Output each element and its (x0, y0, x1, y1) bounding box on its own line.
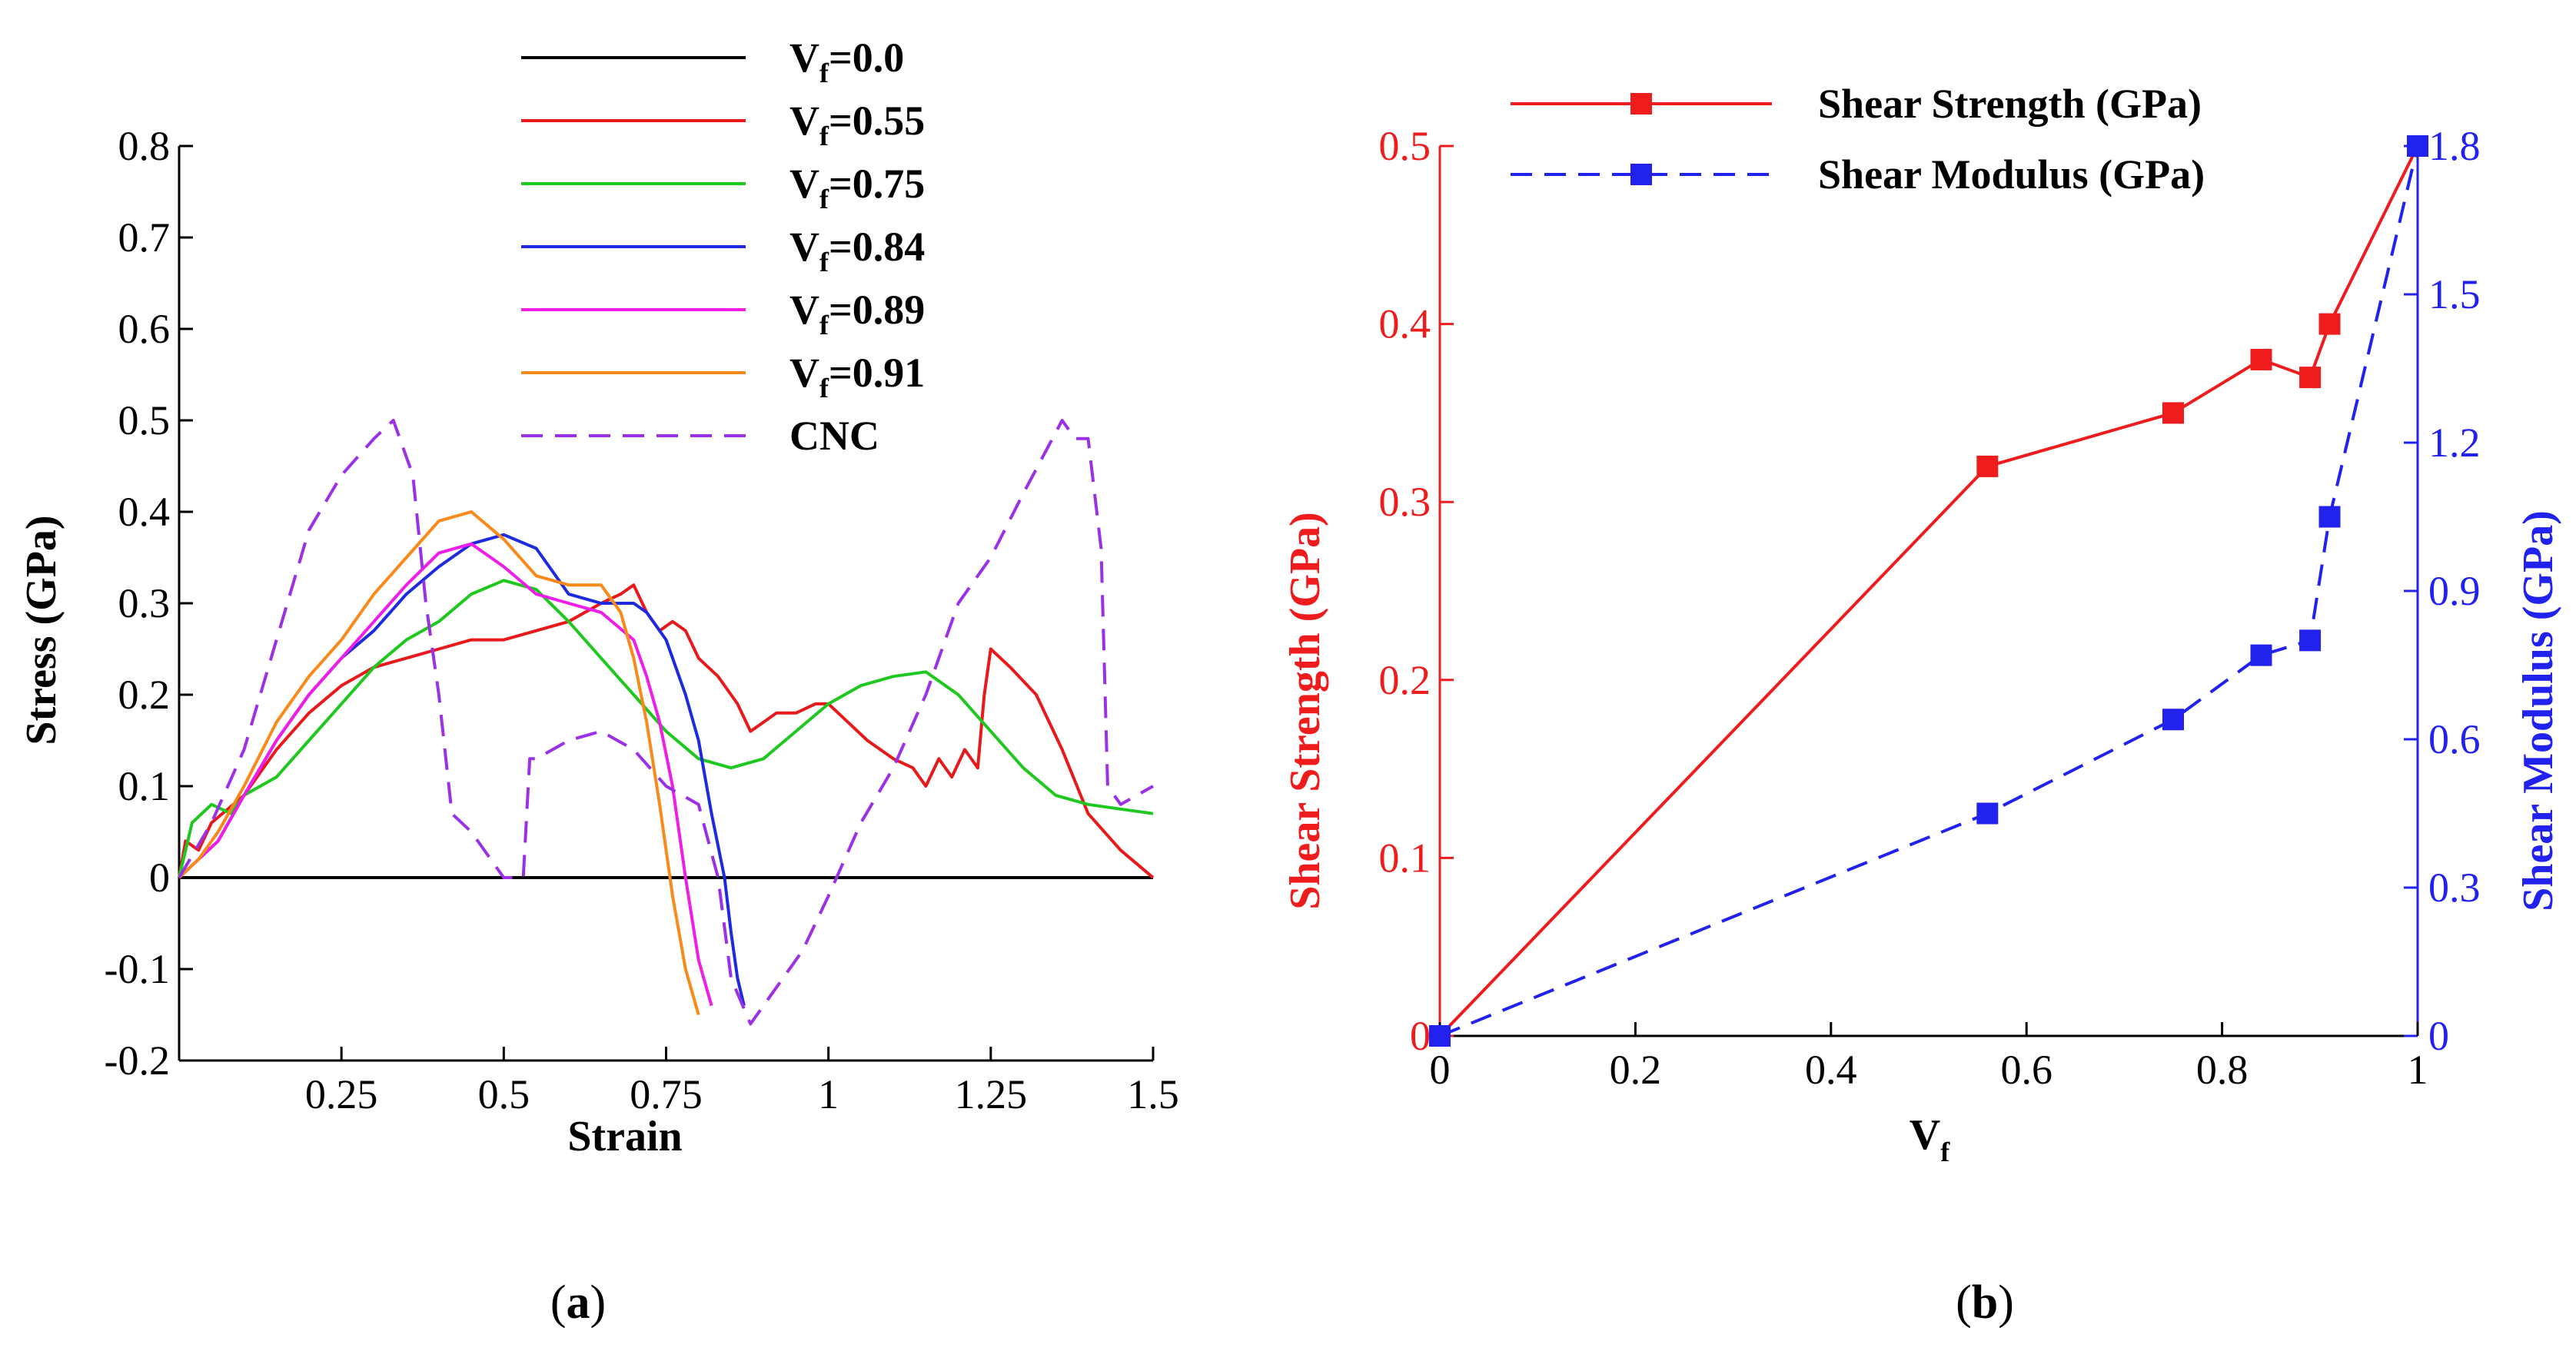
panel-a-series-group (178, 419, 1155, 1026)
panel-b-series-line-shear-strength-gpa (1438, 145, 2419, 1037)
panel-b-right-tick-label: 1.5 (2428, 271, 2481, 317)
panel-b-x-tick-label: 0.4 (1805, 1047, 1857, 1093)
panel-a-y-tick-label: -0.2 (105, 1037, 170, 1084)
panel-a-y-tick-label: 0.5 (118, 397, 171, 443)
panel-a-series-line-vf-0-84 (178, 533, 746, 1007)
panel-b-point-marker-shear-modulus-gpa (2407, 135, 2428, 157)
panel-a-y-tick-label: 0.3 (118, 580, 171, 626)
panel-a-legend: Vf=0.0 Vf=0.55 Vf=0.75 Vf=0.84 Vf=0.89 Vf=0.9… (521, 35, 925, 459)
panel-b-right-tick-label: 0 (2428, 1013, 2449, 1059)
panel-b-legend: Shear Strength (GPa) Shear Modulus (GPa) (1511, 81, 2205, 198)
panel-b-right-tick-label: 1.8 (2428, 123, 2481, 169)
panel-b-right-tick-label: 0.3 (2428, 865, 2481, 911)
panel-b-xlabel: Vf (1910, 1111, 1950, 1167)
panel-b-legend-marker-shear-modulus-gpa (1630, 164, 1652, 185)
panel-a-series-line-vf-0-75 (178, 579, 1154, 878)
panel-b-left-tick-label: 0.2 (1379, 657, 1431, 703)
panel-b-right-ylabel: Shear Modulus (GPa) (2515, 510, 2562, 911)
panel-b-shear-chart: 0 0.1 0.2 0.3 0.4 0.5 0 0.3 0.6 0.9 1.2 1.5 1.8 0 0.2 0… (1281, 81, 2562, 1329)
panel-a-ylabel: Stress (GPa) (18, 515, 65, 745)
panel-a-label: (a) (550, 1276, 606, 1329)
panel-a-x-tick-label: 1.5 (1127, 1071, 1179, 1117)
panel-a-stress-strain-chart: -0.2 -0.1 0 0.1 0.2 0.3 0.4 0.5 0.6 0.7 0.8 0.25 0.5… (18, 35, 1179, 1329)
panel-b-legend-label-shear-modulus-gpa: Shear Modulus (GPa) (1818, 151, 2205, 198)
panel-b-series-line-shear-modulus-gpa (1439, 145, 2419, 1037)
panel-a-y-tick-label: -0.1 (105, 946, 170, 992)
panel-b-left-tick-label: 0.1 (1379, 835, 1431, 881)
panel-a-y-tick-label: 0.7 (118, 214, 171, 261)
panel-b-point-marker-shear-strength-gpa (2299, 367, 2322, 389)
panel-b-x-tick-label: 0.2 (1610, 1047, 1662, 1093)
panel-b-left-ylabel: Shear Strength (GPa) (1281, 512, 1329, 909)
panel-a-axes: -0.2 -0.1 0 0.1 0.2 0.3 0.4 0.5 0.6 0.7 0.8 0.25 0.5… (105, 123, 1179, 1117)
panel-b-legend-label-shear-strength-gpa: Shear Strength (GPa) (1818, 81, 2202, 127)
panel-a-x-tick-label: 1 (818, 1071, 839, 1117)
panel-b-point-marker-shear-strength-gpa (2250, 348, 2272, 370)
panel-a-series-line-vf-0-89 (178, 542, 713, 1007)
panel-a-y-tick-label: 0.1 (118, 763, 171, 809)
panel-b-point-marker-shear-modulus-gpa (2299, 629, 2322, 652)
panel-a-series-line-vf-0-91 (178, 510, 700, 1016)
panel-a-legend-label-vf-0-91: Vf=0.91 (789, 350, 925, 403)
panel-b-point-marker-shear-strength-gpa (1976, 455, 1999, 477)
panel-b-point-marker-shear-modulus-gpa (2318, 506, 2341, 528)
panel-b-point-marker-shear-strength-gpa (2162, 402, 2184, 424)
panel-b-right-tick-label: 0.9 (2428, 568, 2481, 614)
panel-a-legend-label-cnc: CNC (789, 413, 879, 459)
panel-b-left-tick-label: 0.4 (1379, 301, 1431, 347)
panel-b-right-tick-label: 1.2 (2428, 420, 2481, 466)
panel-b-x-tick-label: 0.6 (2000, 1047, 2052, 1093)
panel-b-label: (b) (1956, 1276, 2014, 1329)
panel-b-x-tick-label: 0.8 (2196, 1047, 2249, 1093)
panel-b-x-tick-label: 1 (2408, 1047, 2428, 1093)
panel-a-legend-label-vf-0-75: Vf=0.75 (789, 161, 925, 214)
panel-b-point-marker-shear-strength-gpa (2318, 313, 2341, 335)
panel-a-series-line-vf-0-55 (178, 583, 1155, 879)
panel-b-point-marker-shear-modulus-gpa (1429, 1025, 1451, 1047)
panel-b-point-marker-shear-modulus-gpa (2162, 709, 2184, 731)
panel-a-y-tick-label: 0 (149, 855, 170, 901)
panel-b-axes: 0 0.1 0.2 0.3 0.4 0.5 0 0.3 0.6 0.9 1.2 1.5 1.8 0 0.2 0… (1379, 123, 2481, 1093)
panel-b-legend-marker-shear-strength-gpa (1630, 93, 1652, 115)
panel-a-legend-label-vf-0-89: Vf=0.89 (789, 287, 925, 340)
panel-a-legend-label-vf-0-84: Vf=0.84 (789, 224, 925, 277)
panel-b-left-tick-label: 0 (1410, 1013, 1431, 1059)
panel-a-x-tick-label: 1.25 (955, 1071, 1028, 1117)
panel-a-series-line-cnc (178, 419, 1154, 1026)
panel-b-x-tick-label: 0 (1430, 1047, 1451, 1093)
panel-a-x-tick-label: 0.75 (630, 1071, 703, 1117)
panel-a-y-tick-label: 0.2 (118, 672, 171, 718)
panel-a-x-tick-label: 0.25 (305, 1071, 378, 1117)
panel-b-left-tick-label: 0.5 (1379, 123, 1431, 169)
panel-b-point-marker-shear-modulus-gpa (2250, 644, 2272, 666)
panel-b-right-tick-label: 0.6 (2428, 716, 2481, 762)
panel-a-y-tick-label: 0.6 (118, 306, 171, 352)
panel-b-series-group (1429, 135, 2428, 1047)
panel-a-x-tick-label: 0.5 (478, 1071, 530, 1117)
panel-b-left-tick-label: 0.3 (1379, 479, 1431, 525)
panel-a-y-tick-label: 0.8 (118, 123, 171, 169)
panel-b-point-marker-shear-modulus-gpa (1976, 802, 1999, 825)
panel-a-y-tick-label: 0.4 (118, 489, 171, 535)
panel-a-xlabel: Strain (567, 1113, 682, 1160)
panel-a-legend-label-vf-0-0: Vf=0.0 (789, 35, 904, 88)
panel-a-legend-label-vf-0-55: Vf=0.55 (789, 98, 925, 151)
